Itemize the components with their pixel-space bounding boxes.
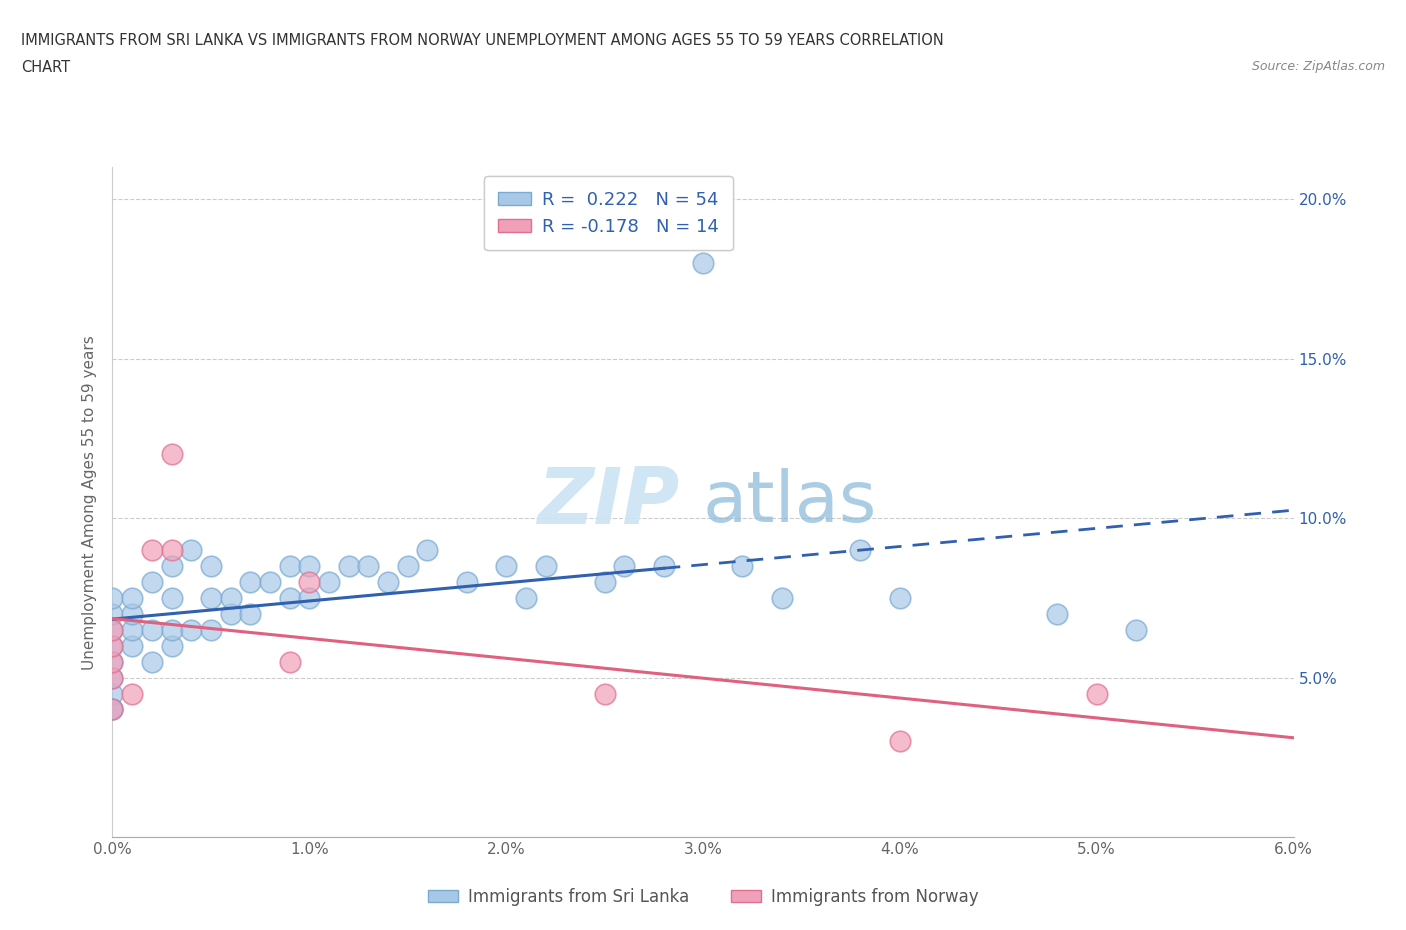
Point: [160, 559, 183, 574]
Point: [101, 606, 124, 621]
Point: [849, 542, 872, 557]
Point: [593, 575, 616, 590]
Point: [160, 542, 183, 557]
Point: [160, 638, 183, 653]
Point: [239, 606, 262, 621]
Point: [101, 638, 124, 653]
Point: [160, 622, 183, 637]
Point: [239, 575, 262, 590]
Point: [731, 559, 754, 574]
Point: [101, 622, 124, 637]
Point: [101, 671, 124, 685]
Point: [121, 686, 143, 701]
Point: [101, 702, 124, 717]
Point: [219, 591, 242, 605]
Point: [101, 671, 124, 685]
Text: IMMIGRANTS FROM SRI LANKA VS IMMIGRANTS FROM NORWAY UNEMPLOYMENT AMONG AGES 55 T: IMMIGRANTS FROM SRI LANKA VS IMMIGRANTS …: [21, 33, 943, 47]
Point: [200, 559, 222, 574]
Point: [1046, 606, 1069, 621]
Point: [141, 575, 163, 590]
Point: [1125, 622, 1147, 637]
Point: [416, 542, 439, 557]
Text: atlas: atlas: [703, 468, 877, 537]
Point: [278, 654, 301, 669]
Point: [534, 559, 557, 574]
Point: [141, 542, 163, 557]
Point: [101, 654, 124, 669]
Point: [259, 575, 281, 590]
Point: [101, 591, 124, 605]
Point: [337, 559, 360, 574]
Point: [770, 591, 793, 605]
Point: [180, 542, 202, 557]
Point: [889, 591, 911, 605]
Point: [200, 622, 222, 637]
Point: [377, 575, 399, 590]
Point: [121, 638, 143, 653]
Point: [593, 686, 616, 701]
Point: [357, 559, 380, 574]
Point: [200, 591, 222, 605]
Point: [692, 256, 714, 271]
Point: [889, 734, 911, 749]
Point: [1085, 686, 1108, 701]
Point: [121, 591, 143, 605]
Point: [101, 702, 124, 717]
Y-axis label: Unemployment Among Ages 55 to 59 years: Unemployment Among Ages 55 to 59 years: [82, 335, 97, 670]
Point: [101, 686, 124, 701]
Point: [298, 591, 321, 605]
Point: [160, 447, 183, 462]
Point: [121, 622, 143, 637]
Point: [101, 702, 124, 717]
Point: [219, 606, 242, 621]
Point: [160, 591, 183, 605]
Point: [101, 638, 124, 653]
Point: [278, 559, 301, 574]
Point: [101, 654, 124, 669]
Text: ZIP: ZIP: [537, 464, 679, 540]
Legend: Immigrants from Sri Lanka, Immigrants from Norway: Immigrants from Sri Lanka, Immigrants fr…: [420, 881, 986, 912]
Point: [652, 559, 675, 574]
Text: Source: ZipAtlas.com: Source: ZipAtlas.com: [1251, 60, 1385, 73]
Point: [298, 575, 321, 590]
Point: [121, 606, 143, 621]
Point: [495, 559, 517, 574]
Point: [278, 591, 301, 605]
Point: [456, 575, 478, 590]
Text: CHART: CHART: [21, 60, 70, 75]
Point: [515, 591, 537, 605]
Point: [318, 575, 340, 590]
Point: [101, 622, 124, 637]
Point: [396, 559, 419, 574]
Point: [613, 559, 636, 574]
Point: [141, 622, 163, 637]
Point: [180, 622, 202, 637]
Point: [298, 559, 321, 574]
Legend: R =  0.222   N = 54, R = -0.178   N = 14: R = 0.222 N = 54, R = -0.178 N = 14: [484, 177, 733, 250]
Point: [141, 654, 163, 669]
